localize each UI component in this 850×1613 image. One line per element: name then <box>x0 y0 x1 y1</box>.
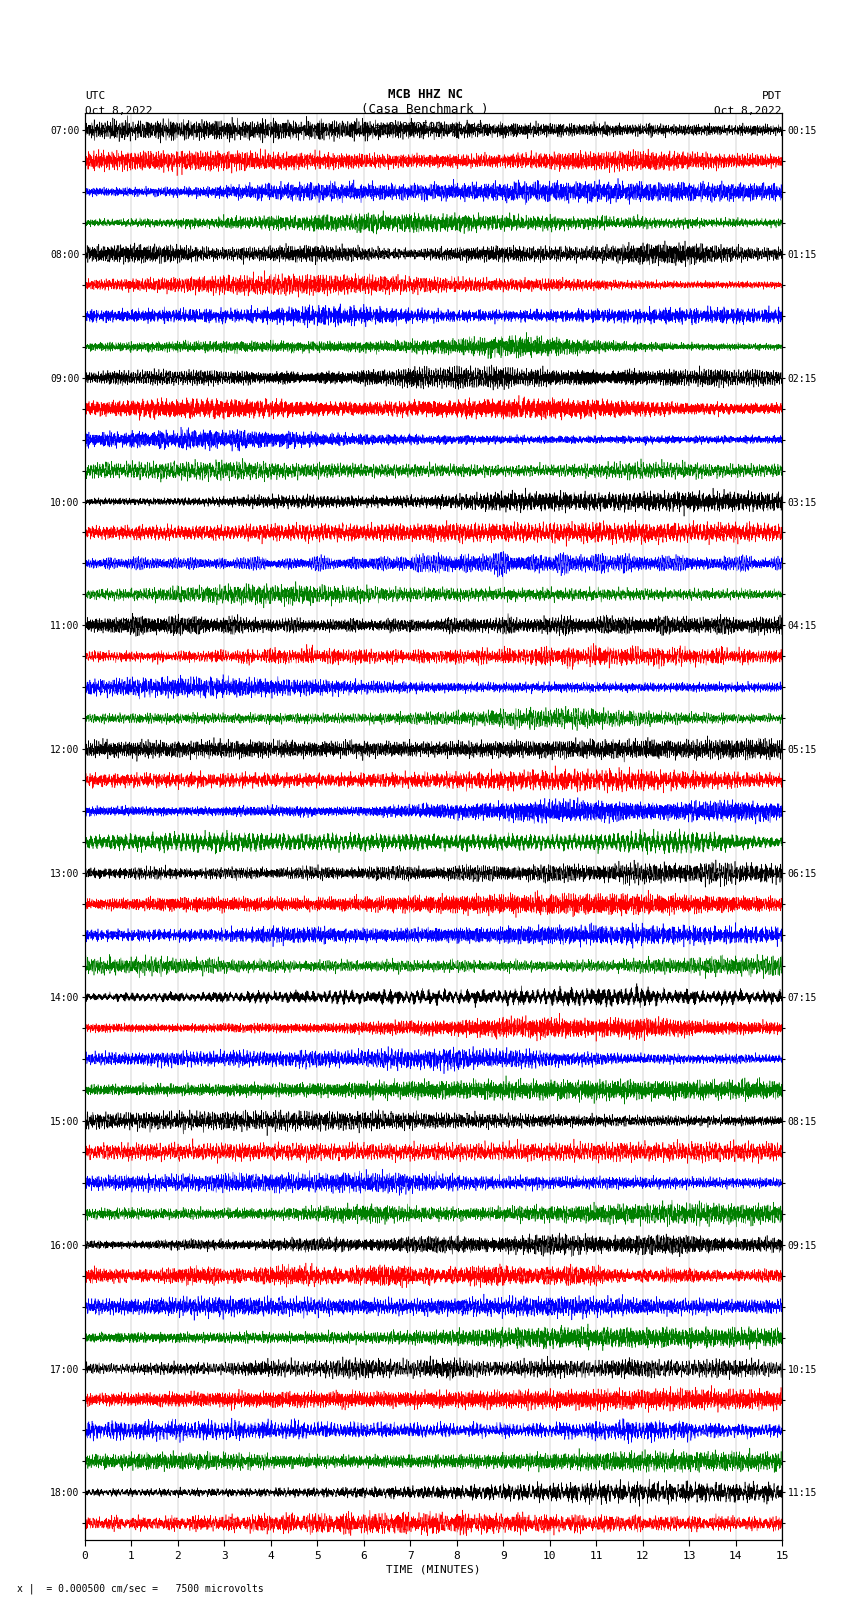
Text: MCB HHZ NC: MCB HHZ NC <box>388 87 462 100</box>
Text: | = 0.000500 cm/sec: | = 0.000500 cm/sec <box>361 121 489 132</box>
X-axis label: TIME (MINUTES): TIME (MINUTES) <box>386 1565 481 1574</box>
Text: PDT: PDT <box>762 90 782 100</box>
Text: UTC: UTC <box>85 90 105 100</box>
Text: (Casa Benchmark ): (Casa Benchmark ) <box>361 103 489 116</box>
Text: Oct 8,2022: Oct 8,2022 <box>715 106 782 116</box>
Text: Oct 8,2022: Oct 8,2022 <box>85 106 152 116</box>
Text: x |  = 0.000500 cm/sec =   7500 microvolts: x | = 0.000500 cm/sec = 7500 microvolts <box>17 1582 264 1594</box>
